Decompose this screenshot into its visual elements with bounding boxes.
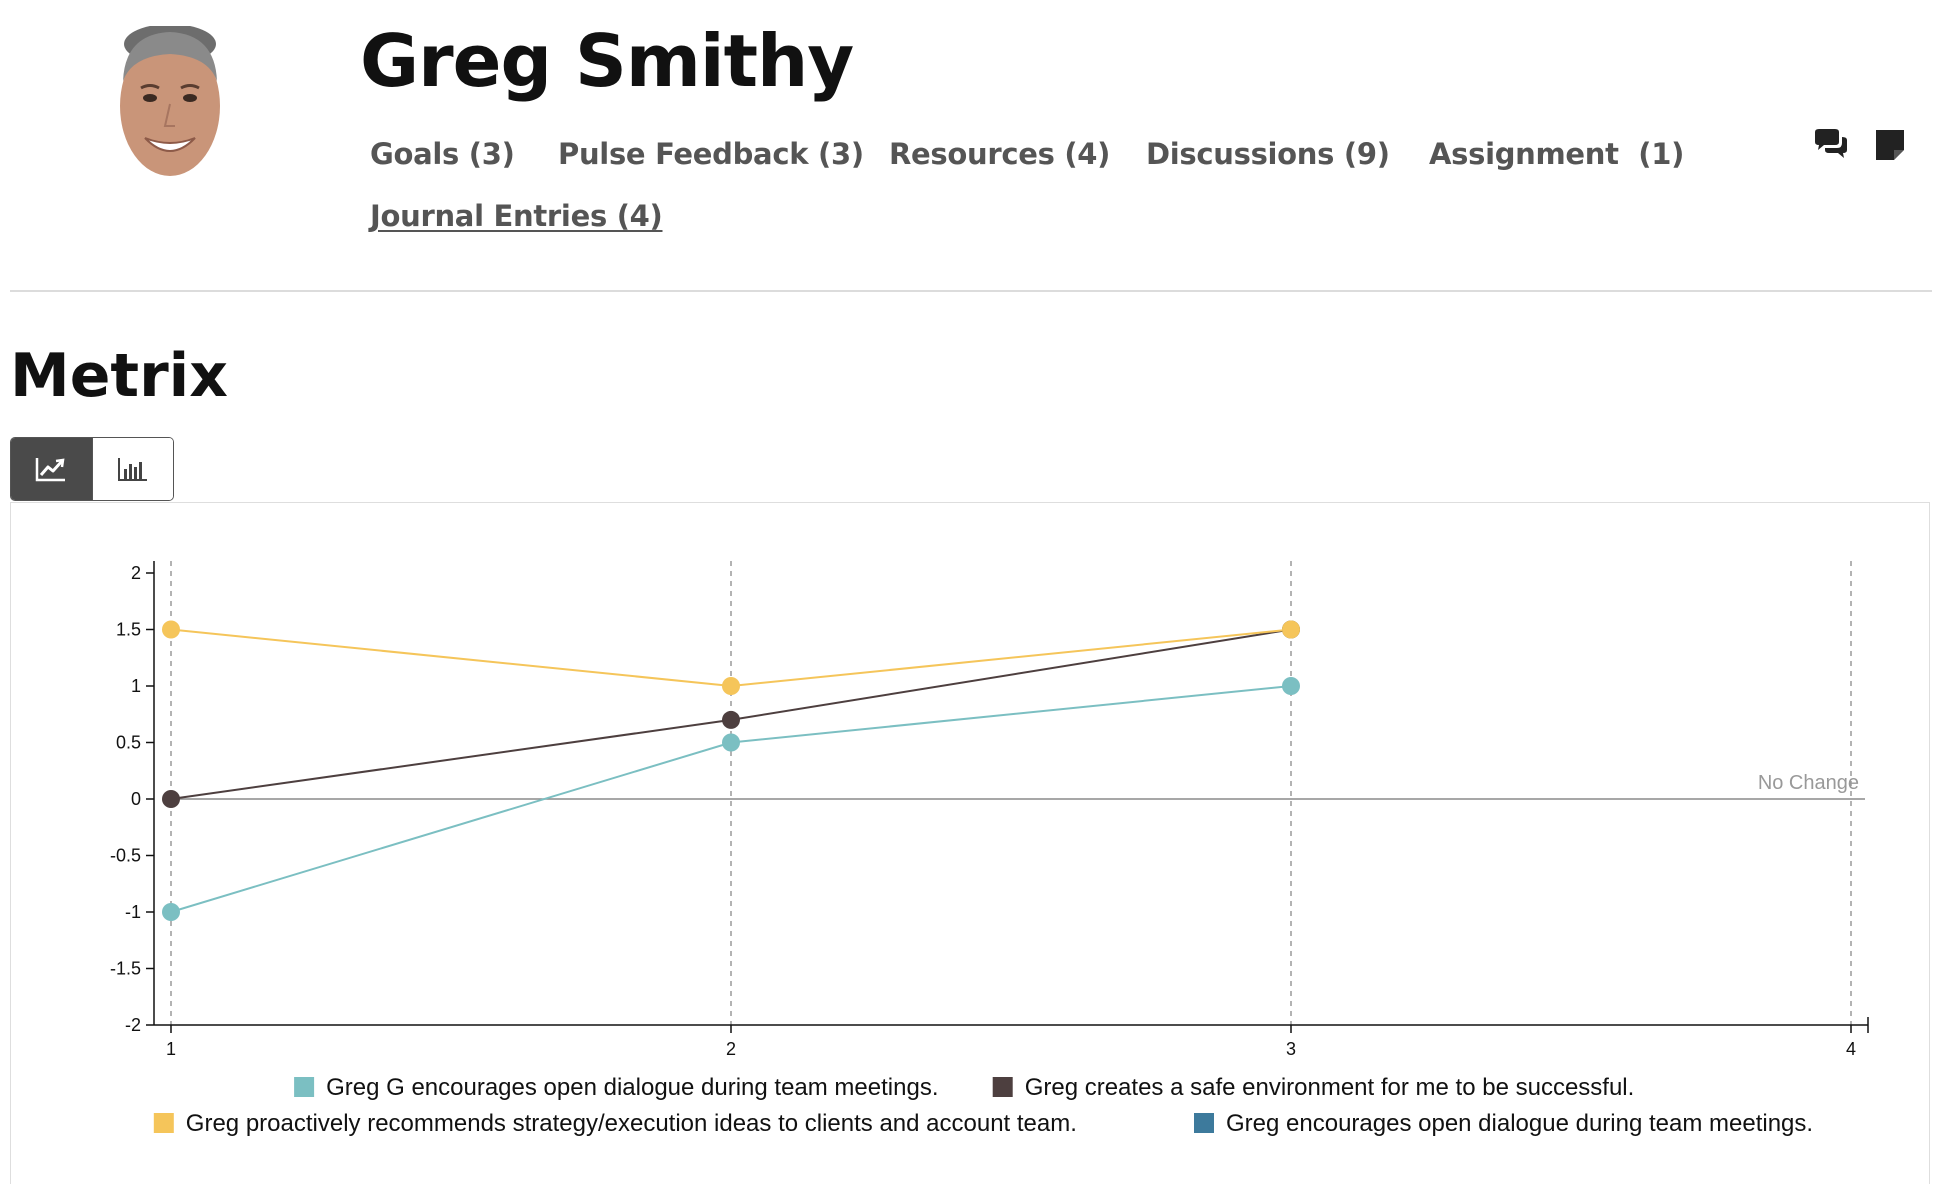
y-tick-label: 1 bbox=[131, 676, 141, 696]
legend-label: Greg encourages open dialogue during tea… bbox=[1226, 1110, 1813, 1137]
bar-chart-view-button[interactable] bbox=[91, 438, 173, 500]
legend-label: Greg G encourages open dialogue during t… bbox=[326, 1074, 938, 1101]
y-tick-label: -1.5 bbox=[110, 959, 141, 979]
series-point bbox=[162, 790, 180, 808]
series-point bbox=[1282, 677, 1300, 695]
profile-name: Greg Smithy bbox=[360, 19, 854, 103]
series-point bbox=[722, 733, 740, 752]
y-tick-label: 1.5 bbox=[116, 620, 141, 640]
line-chart-icon bbox=[36, 458, 66, 482]
y-tick-label: -2 bbox=[125, 1015, 141, 1035]
no-change-label: No Change bbox=[1758, 772, 1859, 794]
nav-pulse-feedback-link[interactable]: Pulse Feedback (3) bbox=[558, 137, 864, 171]
nav-discussions-link[interactable]: Discussions (9) bbox=[1146, 137, 1390, 171]
series-point bbox=[162, 903, 180, 921]
series-point bbox=[1282, 620, 1300, 639]
x-tick-label: 2 bbox=[726, 1039, 736, 1059]
nav-goals-link[interactable]: Goals (3) bbox=[370, 137, 515, 171]
legend-swatch bbox=[992, 1077, 1013, 1097]
y-tick-label: 0.5 bbox=[116, 733, 141, 753]
section-title: Metrix bbox=[10, 341, 228, 411]
x-tick-label: 1 bbox=[166, 1039, 176, 1059]
series-point bbox=[162, 620, 180, 639]
legend-swatch bbox=[294, 1077, 315, 1097]
legend-swatch bbox=[153, 1113, 174, 1133]
legend-swatch bbox=[1194, 1113, 1214, 1133]
x-tick-label: 4 bbox=[1846, 1039, 1856, 1059]
chart-view-toggle bbox=[10, 437, 174, 501]
legend-label: Greg proactively recommends strategy/exe… bbox=[186, 1110, 1077, 1137]
nav-assignment-link[interactable]: Assignment (1) bbox=[1429, 137, 1685, 171]
nav-resources-link[interactable]: Resources (4) bbox=[889, 137, 1111, 171]
sticky-note-icon[interactable] bbox=[1873, 128, 1909, 162]
chart-panel: No Change 2 1.5 1 0.5 0 -0.5 -1 -1.5 -2 1 2 3 4 Greg G… bbox=[10, 502, 1930, 1184]
chat-bubbles-icon[interactable] bbox=[1813, 128, 1849, 162]
series-point bbox=[722, 677, 740, 695]
nav-journal-entries-link[interactable]: Journal Entries (4) bbox=[370, 199, 663, 233]
y-tick-label: 2 bbox=[131, 563, 141, 583]
line-chart-view-button[interactable] bbox=[11, 438, 92, 500]
y-tick-label: 0 bbox=[131, 789, 141, 809]
avatar bbox=[120, 26, 220, 176]
y-tick-label: -1 bbox=[125, 902, 141, 922]
header-divider bbox=[10, 290, 1932, 292]
y-tick-label: -0.5 bbox=[110, 846, 141, 866]
x-tick-label: 3 bbox=[1286, 1039, 1296, 1059]
bar-chart-icon bbox=[117, 458, 147, 481]
legend-label: Greg creates a safe environment for me t… bbox=[1025, 1074, 1635, 1101]
series-point bbox=[722, 710, 740, 729]
metrix-line-chart: No Change 2 1.5 1 0.5 0 -0.5 -1 -1.5 -2 1 2 3 4 Greg G… bbox=[110, 561, 1869, 1137]
